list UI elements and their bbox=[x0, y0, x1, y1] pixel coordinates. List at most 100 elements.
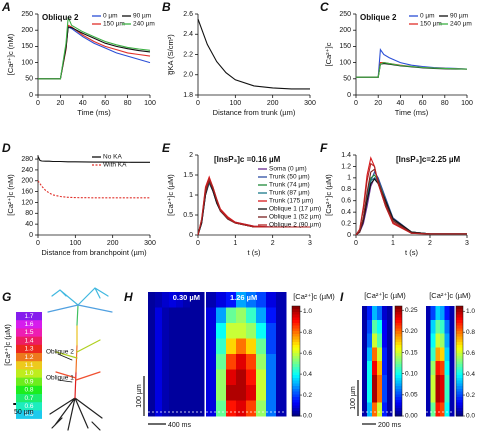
heatmap-cell bbox=[183, 292, 191, 308]
heatmap-cell bbox=[190, 400, 198, 417]
heatmap-cell bbox=[367, 306, 373, 321]
heatmap-cell bbox=[162, 385, 170, 401]
colorbar-strip bbox=[395, 314, 402, 318]
heatmap-cell bbox=[176, 307, 184, 324]
colorbar-tick-label: 0.2 bbox=[466, 392, 475, 399]
heatmap-cell bbox=[444, 361, 450, 376]
colorbar-strip bbox=[395, 372, 402, 376]
heatmap-cell bbox=[387, 319, 393, 334]
scale-label: 400 ms bbox=[168, 422, 191, 429]
legend-label: With KA bbox=[103, 162, 127, 169]
colorbar-strip bbox=[292, 399, 300, 403]
legend-label: 0 µm bbox=[103, 13, 118, 20]
heatmap-cell bbox=[206, 338, 217, 355]
heatmap-cell bbox=[372, 319, 378, 334]
scale-label: 200 ms bbox=[378, 422, 401, 429]
colorbar-strip bbox=[456, 385, 463, 389]
heatmap-cell bbox=[206, 400, 217, 417]
heatmap-cell bbox=[169, 400, 177, 417]
colorbar-strip bbox=[456, 383, 463, 387]
scale-label: 50 µm bbox=[14, 409, 34, 416]
colorbar-strip bbox=[292, 369, 300, 373]
heatmap-cell bbox=[449, 347, 455, 362]
heatmap-cell bbox=[276, 338, 287, 355]
legend-label: Oblique 1 (52 µm) bbox=[269, 214, 321, 221]
heatmap-cell bbox=[444, 374, 450, 389]
heatmap-cell bbox=[176, 338, 184, 355]
heatmap-cell bbox=[435, 361, 441, 376]
series-line bbox=[38, 26, 151, 80]
y-tick-label: 1 bbox=[189, 192, 193, 199]
colorbar-strip bbox=[292, 380, 300, 384]
colorbar-strip bbox=[456, 391, 463, 395]
colorbar-strip bbox=[292, 330, 300, 334]
colorbar-strip bbox=[395, 366, 402, 370]
colorbar-strip bbox=[395, 405, 402, 409]
heatmap-cell bbox=[426, 388, 432, 403]
heatmap-cell bbox=[162, 307, 170, 324]
heatmap-cell bbox=[176, 354, 184, 370]
heatmap-cell bbox=[430, 402, 436, 417]
heatmap-cell bbox=[206, 354, 217, 370]
heatmap-cell bbox=[276, 400, 287, 417]
heatmap-cell bbox=[266, 385, 277, 401]
annotation: [InsP₃]c=2.25 µM bbox=[396, 155, 460, 164]
colorbar-strip bbox=[456, 410, 463, 414]
heatmap-cell bbox=[206, 307, 217, 324]
map-label: 1.26 µM bbox=[230, 293, 257, 302]
colorbar-strip bbox=[395, 413, 402, 417]
colorbar-strip bbox=[456, 369, 463, 373]
series-line bbox=[355, 156, 467, 236]
colorbar-strip bbox=[456, 306, 463, 310]
x-tick-label: 0 bbox=[196, 100, 200, 107]
x-tick-label: 100 bbox=[144, 100, 156, 107]
y-tick-label: 0.2 bbox=[341, 220, 351, 227]
colorbar-strip bbox=[456, 361, 463, 365]
heatmap-cell bbox=[216, 338, 227, 355]
colorbar-cell bbox=[16, 320, 42, 329]
colorbar-strip bbox=[395, 333, 402, 337]
heatmap-cell bbox=[426, 402, 432, 417]
colorbar-strip bbox=[292, 347, 300, 351]
colorbar-label: [Ca²⁺]c (µM) bbox=[429, 291, 471, 300]
heatmap-cell bbox=[236, 385, 247, 401]
heatmap-cell bbox=[246, 385, 257, 401]
x-tick-label: 100 bbox=[461, 100, 473, 107]
series-line bbox=[355, 177, 467, 236]
series-line bbox=[38, 26, 151, 80]
colorbar-strip bbox=[395, 341, 402, 345]
heatmap-cell bbox=[246, 307, 257, 324]
heatmap-cell bbox=[162, 292, 170, 308]
legend-label: 90 µm bbox=[450, 13, 468, 20]
x-tick-label: 1 bbox=[391, 240, 395, 247]
colorbar-strip bbox=[292, 322, 300, 326]
colorbar-strip bbox=[292, 377, 300, 381]
heatmap-cell bbox=[430, 306, 436, 321]
x-tick-label: 200 bbox=[267, 100, 279, 107]
colorbar-cell bbox=[16, 394, 42, 403]
colorbar-cell bbox=[16, 312, 42, 321]
heatmap-cell bbox=[226, 323, 237, 339]
heatmap-cell bbox=[176, 292, 184, 308]
y-axis-label: [Ca²⁺]c (nM) bbox=[6, 33, 15, 75]
colorbar-tick-label: 0.8 bbox=[466, 329, 475, 336]
y-tick-label: 40 bbox=[25, 221, 33, 228]
colorbar-strip bbox=[292, 308, 300, 312]
colorbar-strip bbox=[292, 410, 300, 414]
colorbar-cell bbox=[16, 336, 42, 346]
heatmap-cell bbox=[197, 307, 205, 324]
colorbar-tick-label: 0.6 bbox=[303, 350, 312, 357]
annotation: Oblique 1 bbox=[46, 375, 74, 382]
y-tick-label: 0 bbox=[189, 232, 193, 239]
heatmap-cell bbox=[387, 374, 393, 389]
heatmap-cell bbox=[372, 374, 378, 389]
y-tick-label: 160 bbox=[21, 188, 33, 195]
heatmap-cell bbox=[206, 323, 217, 339]
heatmap-cell bbox=[246, 354, 257, 370]
colorbar-strip bbox=[456, 377, 463, 381]
annotation: Oblique 2 bbox=[42, 13, 79, 22]
y-tick-label: 2.4 bbox=[183, 31, 193, 38]
colorbar-cell bbox=[16, 385, 42, 395]
y-tick-label: 200 bbox=[21, 27, 33, 34]
